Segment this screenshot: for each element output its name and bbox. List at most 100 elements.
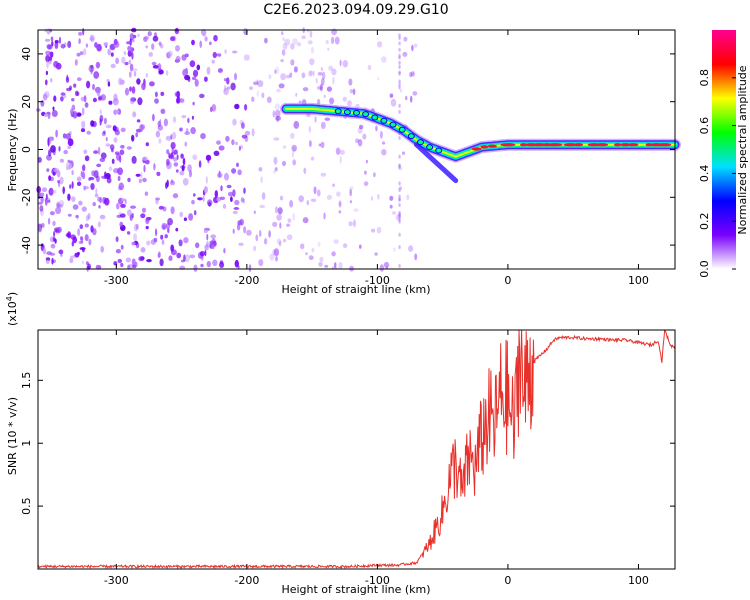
spectrogram-cell (238, 145, 241, 151)
spectrogram-cell (159, 258, 164, 267)
spectrogram-cell (307, 70, 312, 77)
spectrogram-cell (97, 196, 101, 202)
spectrogram-cell (210, 106, 213, 113)
spectrogram-cell (116, 214, 122, 218)
spectrogram-cell (63, 95, 67, 99)
spectrogram-cell (320, 172, 327, 177)
spectrogram-cell (279, 195, 284, 201)
spectrogram-cell (398, 82, 401, 87)
spectrogram-cell (219, 260, 224, 264)
spectrogram-cell (99, 118, 102, 126)
spectrogram-cell (202, 195, 205, 202)
spectrogram-cell (199, 250, 205, 257)
spectrogram-cell (71, 170, 74, 176)
spectrogram-cell (257, 80, 264, 88)
spectrogram-cell (203, 186, 208, 194)
spectrogram-cell (256, 79, 259, 83)
spectrogram-cell (224, 172, 229, 181)
spectrogram-cell (117, 176, 121, 181)
spectrogram-cell (293, 120, 300, 129)
spectrogram-cell (79, 236, 84, 241)
spectrogram-cell (170, 36, 175, 42)
spectrogram-cell (374, 252, 378, 256)
spectrogram-cell (51, 110, 58, 117)
spectrogram-cell (389, 93, 394, 98)
spectrogram-cell (275, 206, 278, 214)
spectrogram-cell (189, 60, 196, 68)
spectrogram-cell (120, 244, 124, 250)
spectrogram-cell (323, 94, 326, 99)
spectrogram-cell (78, 241, 84, 244)
spectrogram-cell (284, 38, 291, 46)
spectrogram-cell (168, 152, 171, 159)
spectrogram-cell (71, 181, 74, 189)
spectrogram-cell (243, 54, 250, 61)
spectrogram-cell (300, 243, 305, 250)
spectrogram-cell (216, 140, 221, 145)
spectrogram-cell (75, 214, 79, 219)
spectrogram-cell (158, 41, 162, 46)
spectrogram-blob (435, 147, 443, 154)
spectrogram-cell (60, 96, 64, 102)
spectrogram-cell (69, 257, 74, 264)
spectrogram-y-tick-label: 0 (20, 146, 33, 153)
spectrogram-cell (249, 86, 253, 90)
spectrogram-cell (308, 255, 314, 261)
spectrogram-cell (59, 200, 65, 207)
spectrogram-cell (76, 181, 82, 186)
spectrogram-cell (42, 93, 48, 101)
spectrogram-cell (47, 113, 51, 120)
spectrogram-cell (326, 86, 332, 92)
spectrogram-cell (303, 167, 307, 174)
spectrogram-cell (260, 176, 263, 184)
spectrogram-cell (282, 37, 286, 41)
spectrogram-cell (84, 223, 89, 228)
spectrogram-cell (105, 136, 108, 142)
spectrogram-cell (131, 86, 136, 94)
spectrogram-peak (573, 143, 584, 147)
spectrogram-cell (281, 49, 286, 56)
spectrogram-cell (278, 240, 282, 247)
spectrogram-cell (84, 155, 90, 162)
spectrogram-cell (103, 130, 106, 135)
spectrogram-peak (627, 143, 639, 147)
spectrogram-cell (55, 129, 58, 138)
spectrogram-cell (82, 27, 85, 36)
spectrogram-cell (175, 227, 179, 232)
snr-x-tick-label: -100 (365, 574, 390, 587)
spectrogram-cell (181, 54, 187, 61)
spectrogram-cell (45, 260, 50, 264)
spectrogram-cell (91, 170, 96, 177)
spectrogram-cell (389, 195, 394, 201)
spectrogram-cell (85, 43, 89, 48)
spectrogram-peak (471, 147, 482, 151)
spectrogram-cell (402, 51, 408, 57)
spectrogram-cell (251, 128, 255, 137)
spectrogram-cell (83, 185, 86, 191)
spectrogram-cell (197, 197, 203, 201)
spectrogram-cell (398, 53, 401, 58)
spectrogram-cell (175, 45, 180, 52)
spectrogram-cell (204, 36, 208, 42)
spectrogram-cell (244, 130, 251, 136)
spectrogram-cell (76, 112, 82, 117)
spectrogram-cell (71, 98, 75, 102)
spectrogram-cell (133, 71, 137, 77)
spectrogram-cell (352, 88, 356, 96)
spectrogram-cell (276, 117, 279, 123)
spectrogram-cell (317, 72, 323, 76)
spectrogram-cell (76, 176, 82, 182)
spectrogram-cell (338, 261, 343, 270)
snr-series (37, 329, 676, 570)
spectrogram-cell (119, 149, 125, 156)
spectrogram-cell (292, 212, 296, 221)
spectrogram-cell (370, 196, 374, 201)
spectrogram-cell (142, 177, 147, 183)
spectrogram-cell (214, 190, 218, 199)
snr-y-tick-label: 1.5 (20, 372, 33, 390)
spectrogram-cell (160, 234, 164, 240)
spectrogram-cell (322, 71, 326, 80)
spectrogram-cell (367, 64, 372, 71)
spectrogram-cell (233, 207, 240, 210)
